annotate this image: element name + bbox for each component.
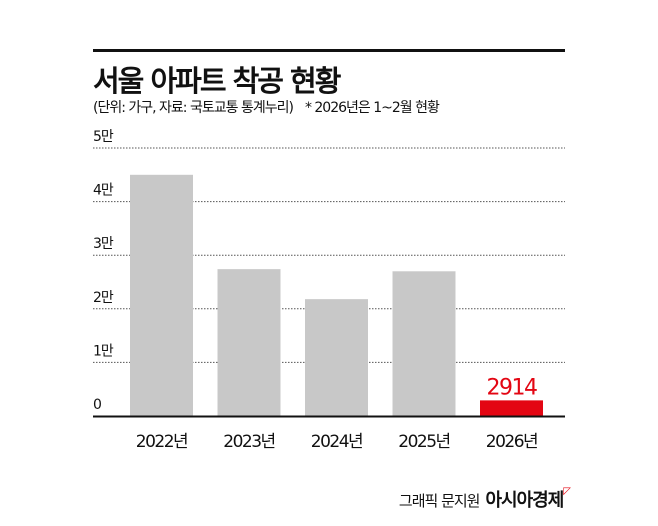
credit-text: 그래픽 문지원 [398,492,481,510]
y-tick-label: 4만 [93,183,114,199]
footnote: * 2026년은 1~2월 현황 [304,100,440,116]
bar [480,400,543,416]
bar [392,271,456,416]
y-tick-label: 5만 [93,129,114,145]
bar [217,269,281,416]
x-tick-label: 2022년 [136,432,187,452]
brand-mark-icon: ◸ [563,486,571,497]
y-tick-label: 0 [93,397,101,413]
x-tick-label: 2026년 [486,432,537,452]
top-rule [93,49,565,52]
chart-title: 서울 아파트 착공 현황 [93,64,341,98]
data-label: 2914 [487,375,537,400]
x-tick-label: 2023년 [223,432,274,452]
x-tick-label: 2024년 [311,432,362,452]
bar [130,174,193,416]
y-tick-label: 3만 [93,236,114,252]
y-tick-label: 1만 [93,343,114,359]
unit-source: (단위: 가구, 자료: 국토교통 통계누리) [93,100,294,116]
chart-subtitle: (단위: 가구, 자료: 국토교통 통계누리) * 2026년은 1~2월 현황 [93,97,440,117]
brand-logo: 아시아경제 [485,490,564,511]
bar [305,299,368,416]
y-tick-label: 2만 [93,290,114,306]
x-tick-label: 2025년 [398,432,449,452]
credit: 그래픽 문지원 아시아경제◸ [398,486,571,512]
